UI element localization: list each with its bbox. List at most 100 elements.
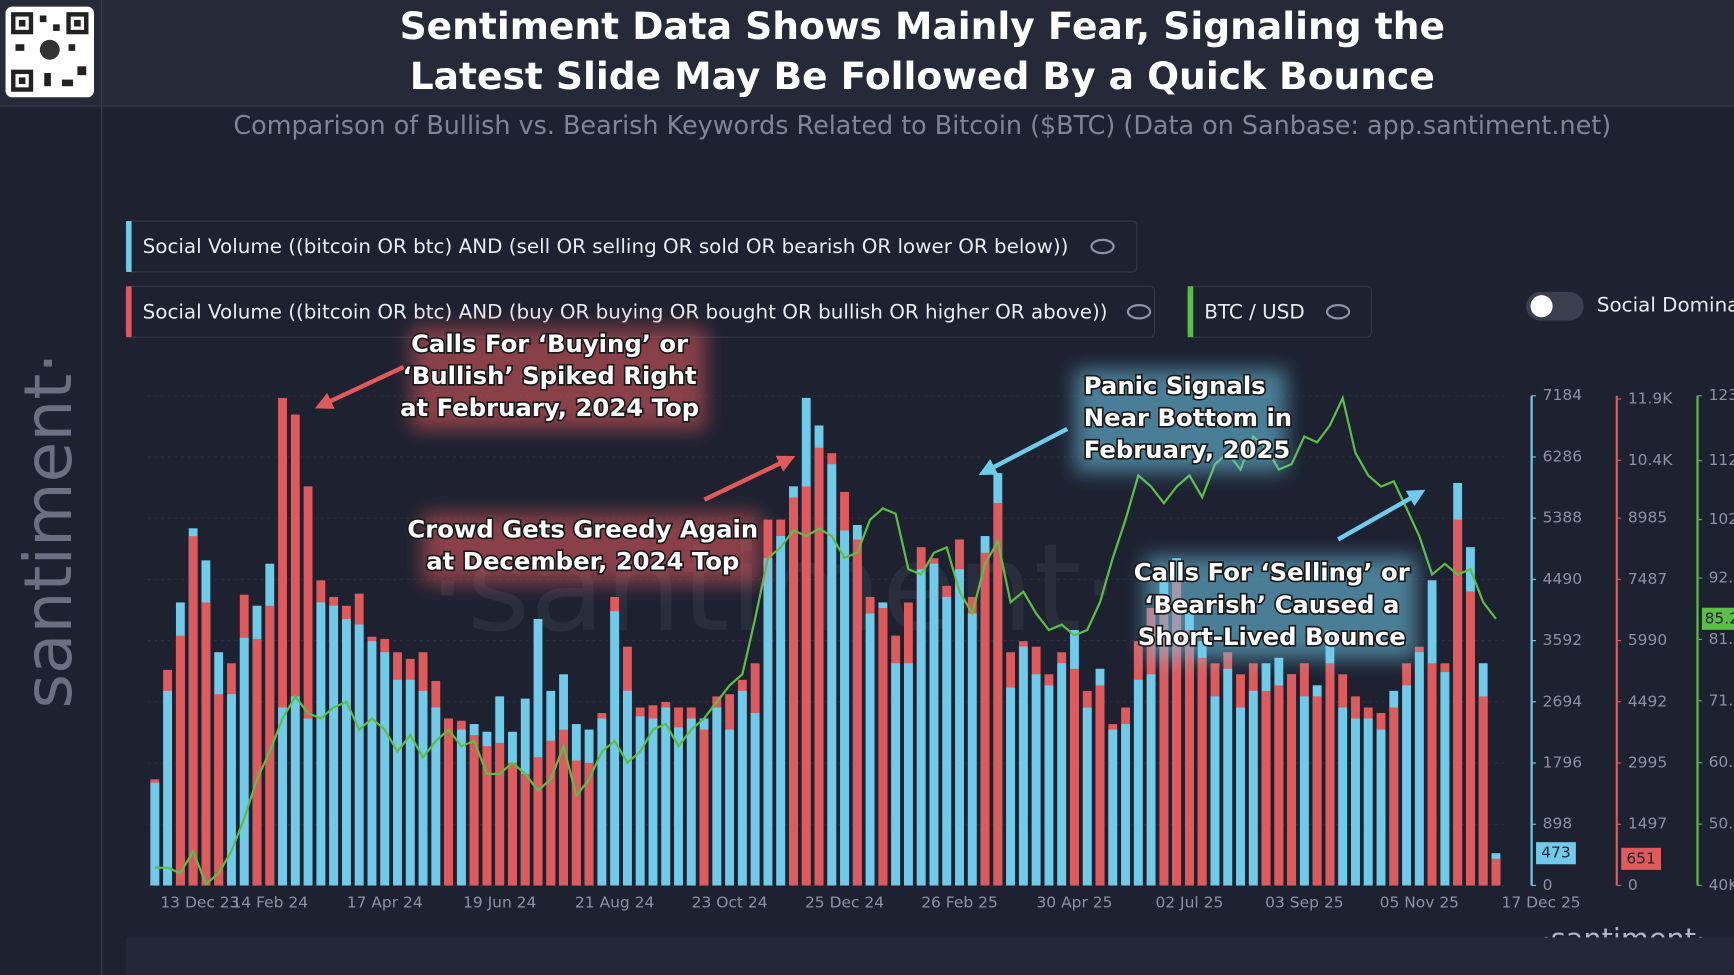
bar — [1184, 630, 1194, 886]
bar — [1210, 696, 1220, 886]
annotation: Panic Signals Near Bottom in February, 202… — [978, 369, 1294, 476]
bar — [814, 447, 824, 886]
value-badge — [1701, 607, 1734, 630]
y-tick-label: 8985 — [1628, 509, 1667, 527]
y-tick-label: 898 — [1543, 815, 1573, 833]
annotation: Calls For ‘Buying’ or ‘Bullish’ Spiked Ri… — [314, 327, 706, 431]
bar — [980, 552, 990, 886]
bar — [150, 782, 160, 886]
bar — [1070, 668, 1079, 886]
bar — [1427, 663, 1437, 886]
bar — [801, 486, 811, 886]
bar — [1018, 646, 1028, 886]
bar — [903, 663, 913, 886]
y-tick-label: 50.4 — [1709, 815, 1734, 833]
bar — [584, 762, 594, 886]
annotation-arrow — [978, 426, 1069, 476]
bar — [737, 690, 747, 886]
annotation-text: February, 2025 — [1084, 435, 1291, 464]
bar — [201, 602, 211, 886]
bar — [329, 605, 339, 886]
annotation-text: Panic Signals — [1084, 371, 1266, 400]
eye-icon[interactable] — [1325, 303, 1351, 320]
bar — [674, 727, 683, 886]
value-label: 473 — [1541, 844, 1571, 862]
annotation: Calls For ‘Selling’ or ‘Bearish’ Caused a… — [1132, 489, 1426, 659]
annotation-text: at December, 2024 Top — [426, 547, 739, 576]
y-tick-label: 92.1 — [1709, 569, 1734, 587]
bar — [1287, 674, 1297, 886]
subtitle: Comparison of Bullish vs. Bearish Keywor… — [233, 110, 1611, 140]
value-label: 651 — [1626, 849, 1656, 867]
bar — [1299, 696, 1309, 886]
bar — [405, 679, 415, 886]
bar — [699, 729, 709, 886]
bar — [533, 618, 543, 886]
bar — [456, 729, 466, 886]
bars — [150, 397, 1501, 886]
bar — [1261, 690, 1271, 886]
eye-icon[interactable] — [1090, 238, 1115, 255]
x-tick-label: 21 Aug 24 — [575, 894, 654, 912]
bar — [635, 716, 645, 886]
bar — [1478, 696, 1488, 886]
annotation-text: at February, 2024 Top — [400, 393, 699, 422]
bar — [418, 690, 428, 886]
y-tick-label: 0 — [1628, 876, 1638, 894]
bar — [520, 773, 530, 886]
bar — [750, 712, 760, 886]
bar — [482, 746, 492, 886]
bar — [1172, 580, 1182, 886]
bar — [1197, 657, 1207, 886]
bar — [265, 605, 275, 886]
title-line: Latest Slide May Be Followed By a Quick … — [410, 54, 1435, 98]
annotation-arrow — [314, 365, 405, 409]
header-bar — [0, 0, 1734, 107]
bar — [290, 696, 300, 886]
bar — [367, 641, 377, 886]
bar — [1146, 674, 1156, 886]
y-tick-label: 81.7 — [1709, 630, 1734, 648]
y-tick-label: 102 — [1709, 510, 1734, 528]
y-tick-label: 7184 — [1543, 386, 1582, 404]
x-tick-label: 30 Apr 25 — [1036, 894, 1112, 912]
x-tick-label: 19 Jun 24 — [463, 894, 536, 912]
bar — [1389, 707, 1399, 886]
bar — [776, 536, 786, 886]
bar — [1159, 596, 1169, 886]
bar — [188, 536, 198, 886]
bar — [827, 464, 837, 886]
toggle-label: Social Domina — [1597, 294, 1734, 317]
bar — [533, 757, 543, 886]
annotation-text: Crowd Gets Greedy Again — [407, 515, 758, 544]
legend-swatch — [1187, 286, 1194, 338]
x-tick-label: 17 Apr 24 — [347, 894, 423, 912]
legend-label: Social Volume ((bitcoin OR btc) AND (buy… — [143, 300, 1108, 323]
y-tick-label: 4492 — [1628, 692, 1667, 710]
x-tick-label: 26 Feb 25 — [921, 894, 998, 912]
annotation-glow — [1144, 556, 1417, 659]
annotation-arrow — [1337, 489, 1426, 542]
bar — [290, 414, 300, 886]
y-tick-label: 11.9K — [1628, 389, 1673, 407]
bar — [278, 397, 287, 886]
bar — [865, 613, 875, 886]
bar — [303, 718, 313, 886]
bar — [967, 613, 977, 886]
bar — [686, 718, 696, 886]
annotation-text: Calls For ‘Buying’ or — [411, 329, 688, 358]
bar — [239, 637, 249, 886]
annotation: Crowd Gets Greedy Again at December, 2024… — [406, 455, 796, 584]
bar — [278, 707, 287, 886]
eye-icon[interactable] — [1126, 303, 1152, 320]
legend: Social Volume ((bitcoin OR btc) AND (sel… — [125, 220, 1734, 338]
x-tick-label: 03 Sep 25 — [1265, 894, 1343, 912]
legend-swatch — [126, 286, 132, 338]
bar — [1440, 672, 1450, 886]
bar — [993, 502, 1003, 886]
y-tick-label: 60.8 — [1709, 753, 1734, 771]
bar — [1325, 663, 1335, 886]
bar — [559, 729, 568, 886]
bar — [227, 694, 236, 886]
